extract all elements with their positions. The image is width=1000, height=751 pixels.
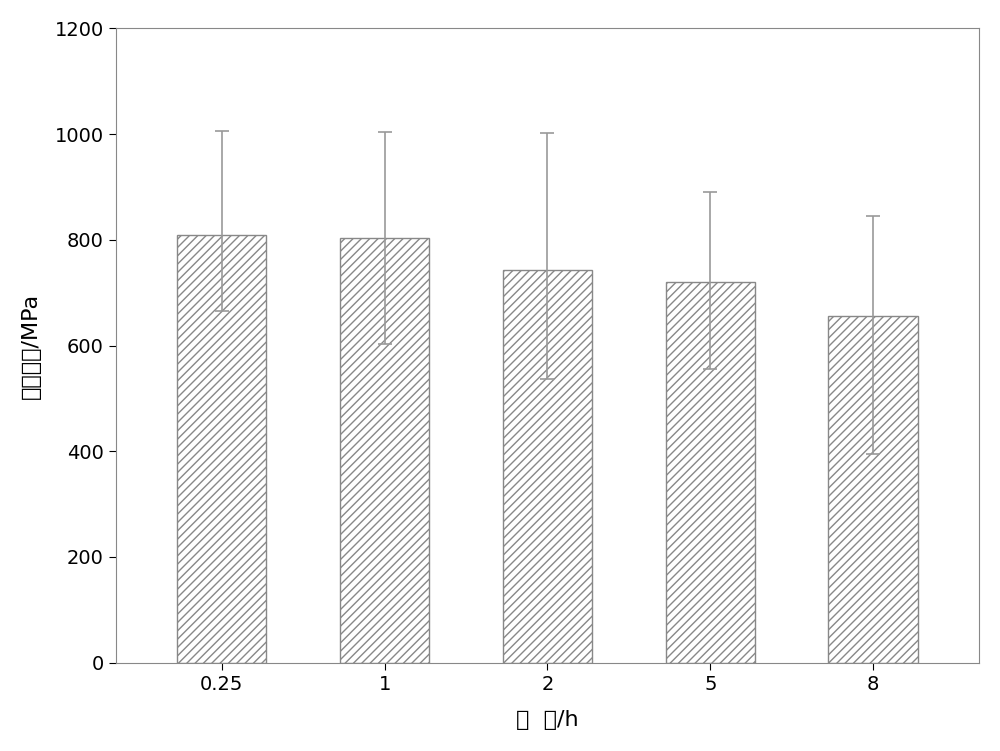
Bar — [177, 234, 266, 662]
Y-axis label: 拉伸强度/MPa: 拉伸强度/MPa — [21, 292, 41, 399]
Bar — [828, 316, 918, 662]
Bar — [340, 238, 429, 662]
X-axis label: 时  间/h: 时 间/h — [516, 710, 579, 730]
Bar — [503, 270, 592, 662]
Bar — [666, 282, 755, 662]
